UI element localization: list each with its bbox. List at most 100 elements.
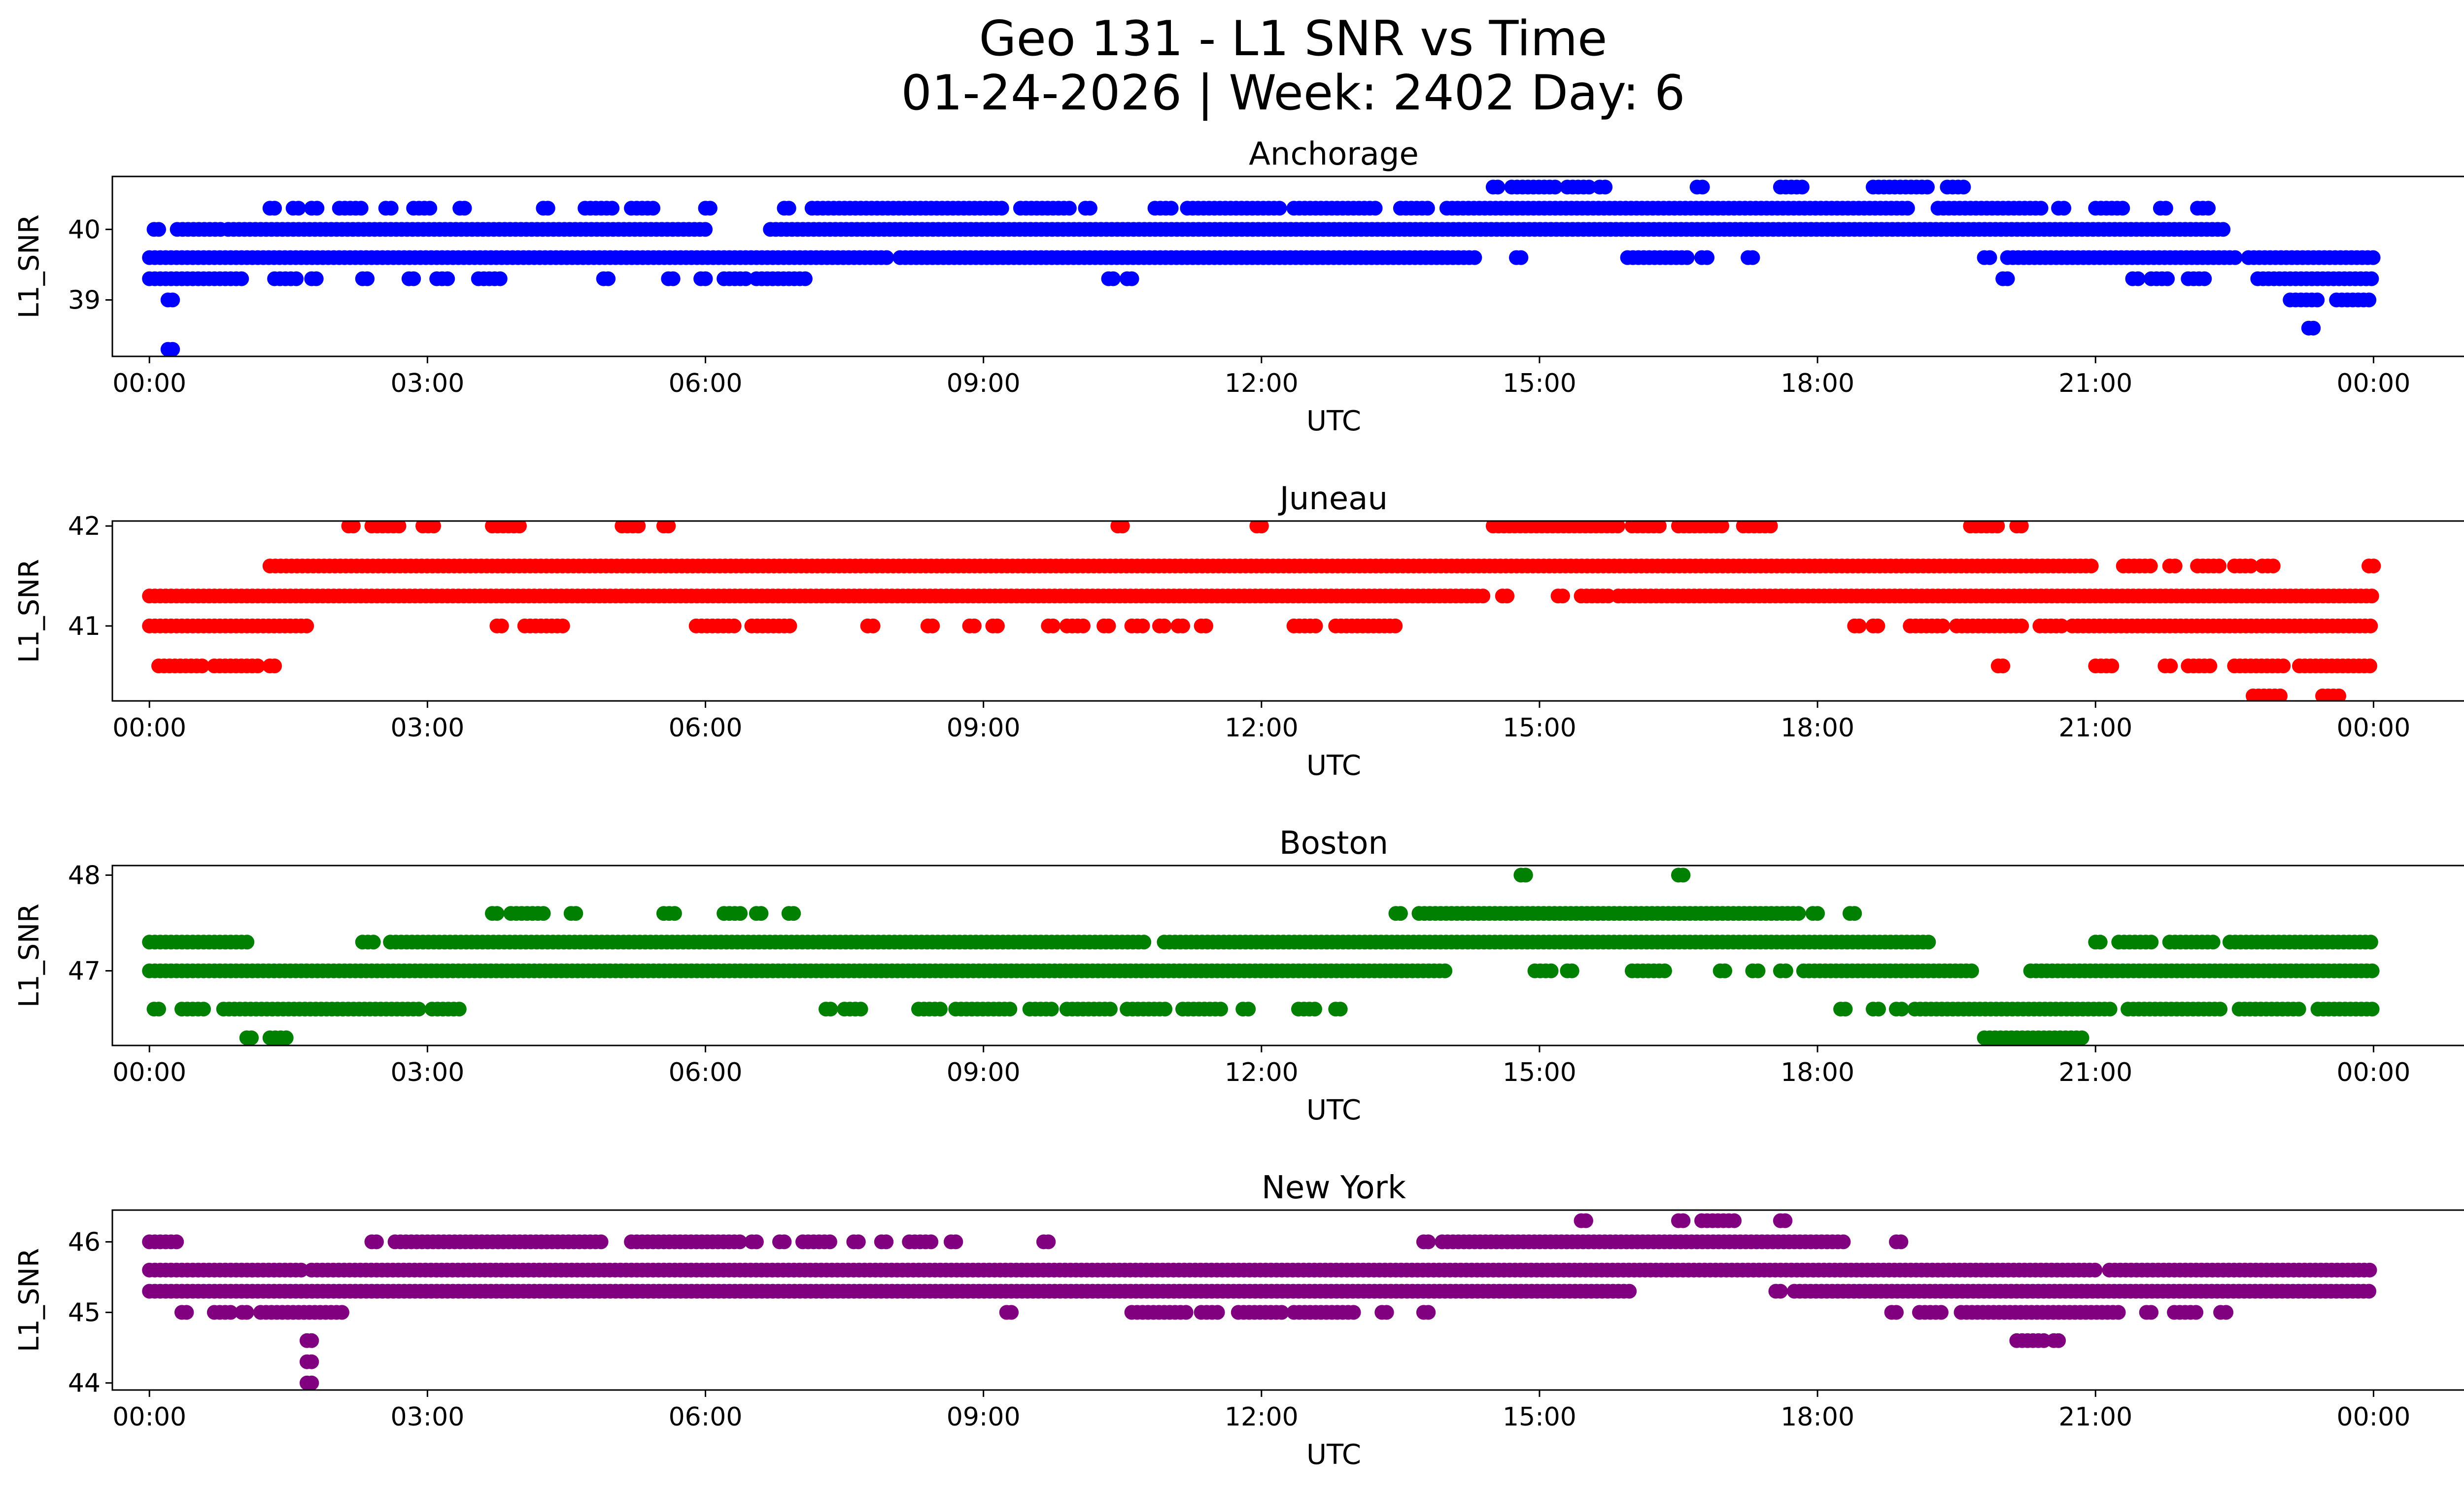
- data-point: [353, 201, 369, 216]
- data-point: [879, 250, 894, 265]
- data-point: [2130, 271, 2146, 286]
- data-point: [781, 201, 796, 216]
- data-point: [1045, 618, 1061, 633]
- x-tick-label: 18:00: [1780, 713, 1854, 743]
- data-point: [2143, 558, 2158, 574]
- data-point: [1745, 250, 1760, 265]
- data-point: [782, 618, 797, 633]
- data-point: [2331, 688, 2346, 701]
- data-point: [1676, 1213, 1691, 1228]
- data-point: [1178, 1305, 1194, 1320]
- data-point: [966, 618, 982, 633]
- data-point: [1004, 1305, 1019, 1320]
- data-point: [1307, 1002, 1322, 1017]
- x-axis-label: UTC: [1306, 750, 1361, 782]
- data-point: [1934, 1305, 1949, 1320]
- y-tick-label: 41: [68, 612, 101, 641]
- data-point: [2273, 688, 2288, 701]
- data-point: [1870, 618, 1885, 633]
- data-point: [698, 222, 713, 237]
- data-point: [1210, 1305, 1225, 1320]
- data-point: [1254, 521, 1269, 534]
- data-point: [925, 618, 940, 633]
- x-axis-label: UTC: [1306, 1094, 1361, 1126]
- data-point: [865, 618, 881, 633]
- data-point: [1388, 618, 1403, 633]
- data-point: [753, 906, 769, 921]
- x-tick-label: 00:00: [2336, 369, 2410, 398]
- data-point: [426, 521, 441, 534]
- data-point: [2276, 659, 2291, 673]
- y-tick-label: 47: [68, 957, 101, 986]
- data-point: [667, 906, 682, 921]
- data-point: [250, 659, 265, 673]
- data-point: [2102, 1002, 2118, 1017]
- data-point: [1547, 179, 1563, 195]
- data-point: [267, 201, 282, 216]
- panel-title: Juneau: [1278, 481, 1388, 517]
- data-point: [391, 521, 407, 534]
- y-tick-label: 48: [68, 861, 101, 890]
- data-point: [948, 1234, 963, 1250]
- data-point: [278, 1030, 294, 1045]
- panel-title: Anchorage: [1249, 136, 1419, 173]
- data-point: [1421, 1234, 1436, 1250]
- data-point: [2362, 1262, 2377, 1278]
- data-point: [1773, 1284, 1788, 1299]
- data-point: [1920, 179, 1935, 195]
- data-point: [165, 342, 180, 356]
- data-point: [1061, 201, 1077, 216]
- data-point: [732, 1234, 748, 1250]
- data-point: [2054, 618, 2069, 633]
- data-point: [2212, 558, 2227, 574]
- data-point: [2310, 292, 2325, 308]
- x-tick-label: 09:00: [947, 1402, 1021, 1432]
- data-point: [933, 1002, 948, 1017]
- panel-title: New York: [1262, 1170, 1406, 1206]
- x-tick-label: 18:00: [1780, 1402, 1854, 1432]
- data-point: [1714, 521, 1729, 534]
- data-point: [1810, 906, 1825, 921]
- data-point: [440, 271, 455, 286]
- x-tick-label: 15:00: [1503, 369, 1576, 398]
- x-tick-label: 06:00: [669, 1058, 743, 1087]
- data-point: [165, 292, 180, 308]
- data-point: [1838, 1002, 1853, 1017]
- data-point: [2216, 222, 2231, 237]
- data-point: [1727, 1213, 1742, 1228]
- x-tick-label: 00:00: [2336, 1402, 2410, 1432]
- data-point: [2205, 935, 2221, 950]
- data-point: [1847, 906, 1862, 921]
- data-point: [2243, 558, 2259, 574]
- x-tick-label: 09:00: [947, 369, 1021, 398]
- data-point: [291, 201, 306, 216]
- data-point: [1794, 179, 1810, 195]
- data-point: [797, 271, 813, 286]
- x-tick-label: 00:00: [112, 713, 186, 743]
- data-point: [1421, 1305, 1436, 1320]
- data-point: [1778, 963, 1793, 978]
- data-point: [1921, 935, 1936, 950]
- x-tick-label: 00:00: [112, 369, 186, 398]
- data-point: [2051, 1333, 2066, 1348]
- data-point: [1657, 963, 1672, 978]
- data-point: [2056, 201, 2072, 216]
- data-point: [631, 521, 646, 534]
- x-tick-label: 12:00: [1225, 713, 1299, 743]
- data-point: [2115, 201, 2130, 216]
- data-point: [1836, 1234, 1851, 1250]
- data-point: [1893, 1234, 1909, 1250]
- data-point: [2144, 935, 2159, 950]
- panel-anchorage: Anchorage 00:00 03:00 06:00 09:00 12:00 15:00 1…: [13, 136, 2464, 437]
- data-point: [1935, 618, 1951, 633]
- data-point: [411, 1002, 426, 1017]
- data-point: [1700, 250, 1715, 265]
- data-point: [702, 201, 718, 216]
- data-point: [1475, 589, 1491, 604]
- data-point: [1041, 1234, 1056, 1250]
- data-point: [223, 1305, 238, 1320]
- data-point: [299, 618, 314, 633]
- axes-frame: [111, 175, 2464, 357]
- data-point: [536, 906, 551, 921]
- y-axis-label: L1_SNR: [13, 559, 45, 663]
